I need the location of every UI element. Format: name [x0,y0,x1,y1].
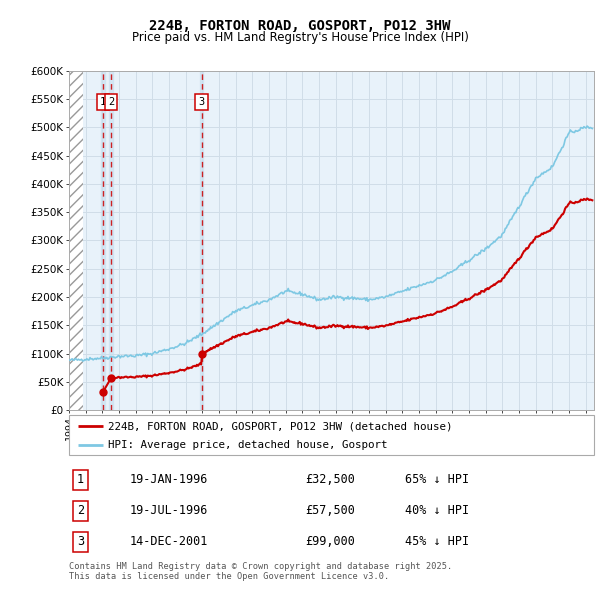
Text: 224B, FORTON ROAD, GOSPORT, PO12 3HW (detached house): 224B, FORTON ROAD, GOSPORT, PO12 3HW (de… [109,421,453,431]
Text: HPI: Average price, detached house, Gosport: HPI: Average price, detached house, Gosp… [109,440,388,450]
Text: 1: 1 [100,97,106,107]
Text: 3: 3 [199,97,205,107]
Text: 14-DEC-2001: 14-DEC-2001 [130,536,208,549]
Text: Price paid vs. HM Land Registry's House Price Index (HPI): Price paid vs. HM Land Registry's House … [131,31,469,44]
FancyBboxPatch shape [69,415,594,455]
Text: Contains HM Land Registry data © Crown copyright and database right 2025.
This d: Contains HM Land Registry data © Crown c… [69,562,452,581]
Bar [101,71,105,410]
Bar [199,71,203,410]
Text: 19-JAN-1996: 19-JAN-1996 [130,473,208,486]
Text: 45% ↓ HPI: 45% ↓ HPI [405,536,469,549]
Bar [109,71,113,410]
Text: 40% ↓ HPI: 40% ↓ HPI [405,504,469,517]
Text: 3: 3 [77,536,84,549]
Text: 65% ↓ HPI: 65% ↓ HPI [405,473,469,486]
Text: £57,500: £57,500 [305,504,355,517]
Text: 224B, FORTON ROAD, GOSPORT, PO12 3HW: 224B, FORTON ROAD, GOSPORT, PO12 3HW [149,19,451,33]
Text: £32,500: £32,500 [305,473,355,486]
Text: 1: 1 [77,473,84,486]
Text: 2: 2 [108,97,115,107]
Text: £99,000: £99,000 [305,536,355,549]
Text: 19-JUL-1996: 19-JUL-1996 [130,504,208,517]
Text: 2: 2 [77,504,84,517]
Bar [69,71,83,410]
